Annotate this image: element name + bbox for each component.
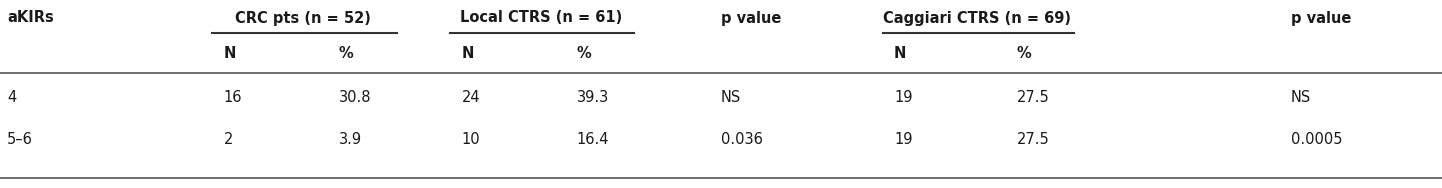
Text: 27.5: 27.5 [1017,89,1050,105]
Text: N: N [461,45,474,61]
Text: %: % [1017,45,1031,61]
Text: 19: 19 [894,89,913,105]
Text: NS: NS [1291,89,1311,105]
Text: N: N [894,45,907,61]
Text: 10: 10 [461,133,480,148]
Text: p value: p value [721,11,782,26]
Text: 39.3: 39.3 [577,89,609,105]
Text: %: % [339,45,353,61]
Text: Caggiari CTRS (n = 69): Caggiari CTRS (n = 69) [883,11,1071,26]
Text: 3.9: 3.9 [339,133,362,148]
Text: 24: 24 [461,89,480,105]
Text: 2: 2 [224,133,234,148]
Text: 5–6: 5–6 [7,133,33,148]
Text: 16: 16 [224,89,242,105]
Text: 27.5: 27.5 [1017,133,1050,148]
Text: 16.4: 16.4 [577,133,610,148]
Text: CRC pts (n = 52): CRC pts (n = 52) [235,11,371,26]
Text: Local CTRS (n = 61): Local CTRS (n = 61) [460,11,622,26]
Text: p value: p value [1291,11,1351,26]
Text: 0.036: 0.036 [721,133,763,148]
Text: aKIRs: aKIRs [7,11,53,26]
Text: %: % [577,45,591,61]
Text: 19: 19 [894,133,913,148]
Text: N: N [224,45,236,61]
Text: 0.0005: 0.0005 [1291,133,1343,148]
Text: 30.8: 30.8 [339,89,372,105]
Text: 4: 4 [7,89,16,105]
Text: NS: NS [721,89,741,105]
